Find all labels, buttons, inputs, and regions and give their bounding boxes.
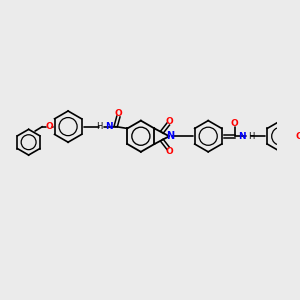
- Text: N: N: [166, 131, 174, 141]
- Text: N: N: [105, 122, 112, 131]
- Text: O: O: [231, 119, 239, 128]
- Text: O: O: [46, 122, 54, 131]
- Text: O: O: [165, 117, 173, 126]
- Text: N: N: [238, 132, 245, 141]
- Text: H: H: [96, 122, 102, 131]
- Text: O: O: [295, 132, 300, 141]
- Text: H: H: [248, 132, 255, 141]
- Text: O: O: [165, 147, 173, 156]
- Text: O: O: [115, 109, 122, 118]
